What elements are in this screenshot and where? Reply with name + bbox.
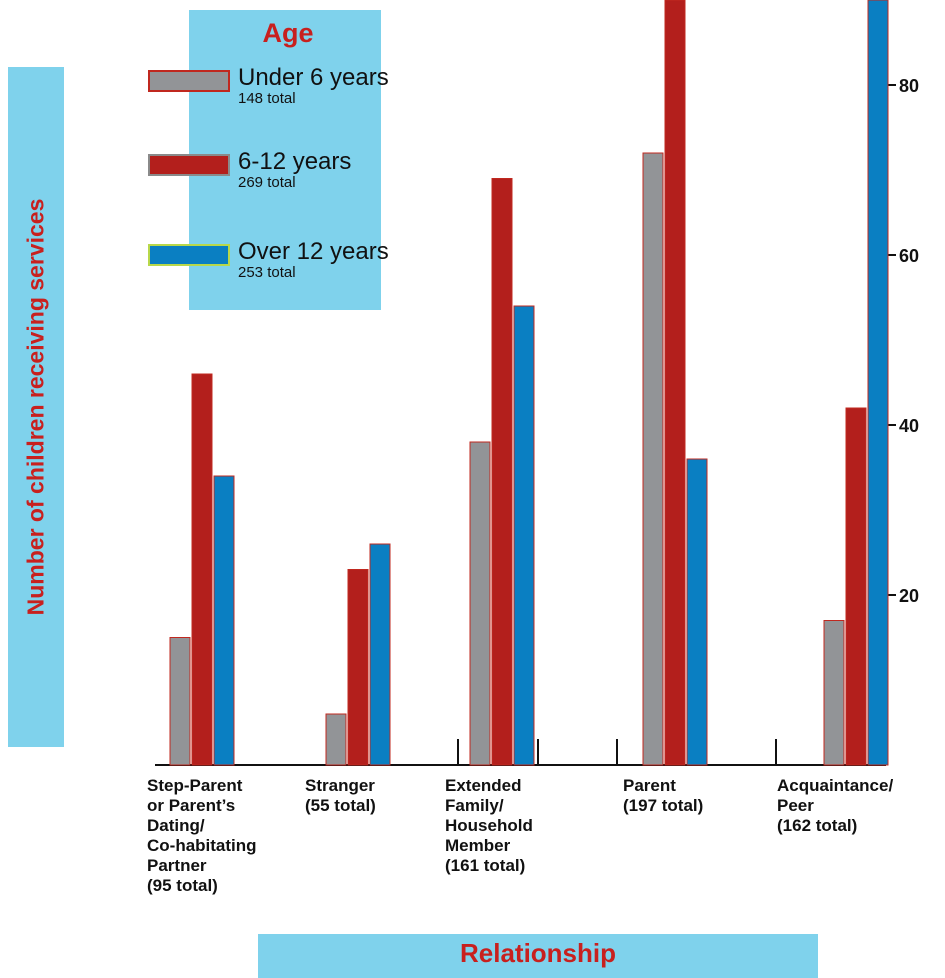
y-tick-label-80: 80 (899, 76, 919, 96)
legend-label-under-6: Under 6 years (238, 64, 389, 91)
bar-parent-6-12 (664, 0, 686, 766)
bar-step-parent-over-12 (213, 475, 235, 766)
legend-total-6-12: 269 total (238, 174, 296, 191)
y-tick-label-20: 20 (899, 586, 919, 606)
category-label-stranger: Stranger (55 total) (305, 776, 376, 815)
bar-stranger-over-12 (369, 543, 391, 766)
bar-parent-under-6 (642, 152, 664, 766)
legend-label-over-12: Over 12 years (238, 238, 389, 265)
legend-swatch-6-12 (148, 154, 230, 176)
bar-step-parent-under-6 (169, 637, 191, 766)
legend-title: Age (262, 18, 314, 48)
x-axis-title-box (258, 934, 818, 978)
bar-stranger-under-6 (325, 713, 347, 766)
y-axis-label-box (8, 67, 64, 747)
bar-acquaintance-over-12 (867, 0, 889, 766)
bar-extended-family-6-12 (491, 178, 513, 766)
legend-swatch-under-6 (148, 70, 230, 92)
y-tick-label-40: 40 (899, 416, 919, 436)
legend-total-over-12: 253 total (238, 264, 296, 281)
bar-step-parent-6-12 (191, 373, 213, 766)
bar-acquaintance-6-12 (845, 407, 867, 766)
legend-total-under-6: 148 total (238, 90, 296, 107)
category-label-parent: Parent (197 total) (623, 776, 704, 815)
bar-extended-family-over-12 (513, 305, 535, 766)
bar-stranger-6-12 (347, 569, 369, 766)
category-label-extended-family: Extended Family/ Household Member (161 t… (445, 776, 533, 875)
legend-label-6-12: 6-12 years (238, 148, 352, 175)
category-label-step-parent: Step-Parent or Parent’s Dating/ Co-habit… (147, 776, 257, 895)
category-label-acquaintance: Acquaintance/ Peer (162 total) (777, 776, 894, 835)
x-axis-title: Relationship (459, 938, 616, 968)
legend-swatch-over-12 (148, 244, 230, 266)
bar-extended-family-under-6 (469, 441, 491, 766)
y-tick-label-60: 60 (899, 246, 919, 266)
bar-acquaintance-under-6 (823, 620, 845, 766)
bar-parent-over-12 (686, 458, 708, 766)
